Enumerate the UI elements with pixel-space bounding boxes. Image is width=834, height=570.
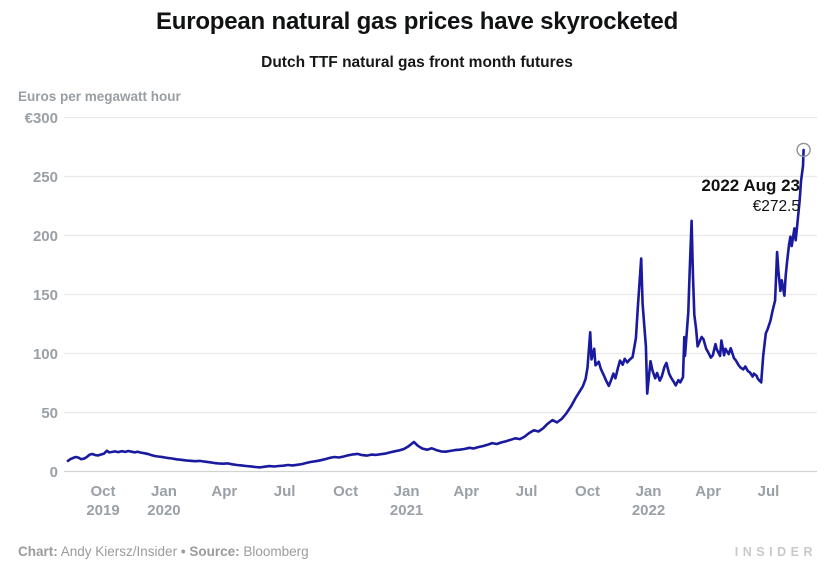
x-tick-year: 2022 [632, 502, 665, 519]
x-tick-year: 2020 [147, 502, 180, 519]
x-tick-month: Apr [695, 483, 721, 500]
credit-separator: • [180, 544, 186, 559]
credit-chart-value: Andy Kiersz/Insider [60, 544, 178, 559]
credit-chart-label: Chart: [18, 544, 58, 559]
x-tick-month: Apr [211, 483, 237, 500]
chart-subtitle: Dutch TTF natural gas front month future… [261, 54, 573, 71]
credit-line: Chart: Andy Kiersz/Insider • Source: Blo… [18, 544, 309, 559]
chart-footer: Chart: Andy Kiersz/Insider • Source: Blo… [18, 544, 817, 559]
y-tick-label: €300 [25, 110, 58, 127]
y-tick-label: 250 [33, 169, 58, 186]
endpoint-marker [796, 142, 811, 158]
y-tick-label: 50 [41, 405, 58, 422]
x-tick-month: Oct [575, 483, 600, 500]
x-tick-month: Jan [394, 483, 420, 500]
x-tick-month: Jul [516, 483, 538, 500]
y-tick-label: 150 [33, 287, 58, 304]
annotation-value: €272.5 [752, 197, 800, 215]
insider-logo: INSIDER [734, 545, 817, 559]
x-tick-month: Jul [758, 483, 780, 500]
x-tick-year: 2021 [390, 502, 423, 519]
y-tick-label: 200 [33, 228, 58, 245]
x-tick-year: 2019 [86, 502, 119, 519]
x-tick-month: Oct [333, 483, 358, 500]
x-tick-month: Jan [636, 483, 662, 500]
y-tick-label: 100 [33, 346, 58, 363]
annotation-date: 2022 Aug 23 [701, 176, 800, 195]
y-tick-label: 0 [50, 464, 58, 481]
chart-title: European natural gas prices have skyrock… [155, 8, 679, 35]
x-tick-month: Jan [151, 483, 177, 500]
y-axis-unit-label: Euros per megawatt hour [18, 89, 181, 104]
price-line [66, 148, 805, 469]
credit-source-label: Source: [189, 544, 240, 559]
endpoint-annotation: 2022 Aug 23 €272.5 [701, 175, 800, 217]
x-tick-month: Apr [453, 483, 479, 500]
x-tick-month: Jul [274, 483, 296, 500]
credit-source-value: Bloomberg [243, 544, 309, 559]
x-tick-month: Oct [90, 483, 115, 500]
